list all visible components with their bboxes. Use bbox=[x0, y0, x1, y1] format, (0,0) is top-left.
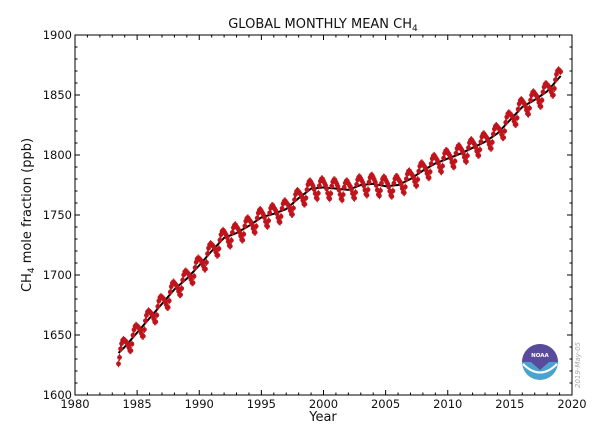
monthly-points-series bbox=[116, 66, 564, 368]
y-tick-label: 1800 bbox=[43, 148, 72, 162]
x-tick-label: 1995 bbox=[247, 397, 276, 411]
y-tick-label: 1700 bbox=[43, 268, 72, 282]
x-tick-label: 2000 bbox=[309, 397, 338, 411]
axis-ticks: 1980 1985 1990 1995 2000 2005 2010 2015 2020 1600… bbox=[43, 28, 587, 411]
x-tick-label: 1990 bbox=[185, 397, 214, 411]
y-tick-label: 1750 bbox=[43, 208, 72, 222]
x-tick-label: 2015 bbox=[495, 397, 524, 411]
x-axis-label: Year bbox=[308, 410, 337, 425]
date-stamp: 2019-May-05 bbox=[574, 341, 582, 388]
x-tick-label: 1985 bbox=[122, 397, 151, 411]
logo-gull bbox=[522, 363, 558, 374]
x-tick-label: 1980 bbox=[60, 397, 89, 411]
logo-top-shape bbox=[522, 344, 558, 370]
plot-frame bbox=[74, 34, 573, 396]
y-tick-label: 1850 bbox=[43, 88, 72, 102]
y-tick-label: 1650 bbox=[43, 328, 72, 342]
chart-title: GLOBAL MONTHLY MEAN CH4 bbox=[228, 17, 418, 34]
x-tick-label: 2005 bbox=[371, 397, 400, 411]
trend-line bbox=[117, 75, 562, 354]
y-tick-label: 1600 bbox=[43, 388, 72, 402]
x-tick-label: 2010 bbox=[433, 397, 462, 411]
logo-text: NOAA bbox=[531, 353, 549, 359]
trend-series bbox=[117, 75, 562, 354]
x-tick-label: 2020 bbox=[557, 397, 586, 411]
noaa-logo: NOAA bbox=[522, 344, 558, 380]
y-axis-label: CH4 mole fraction (ppb) bbox=[20, 138, 37, 292]
y-tick-label: 1900 bbox=[43, 28, 72, 42]
